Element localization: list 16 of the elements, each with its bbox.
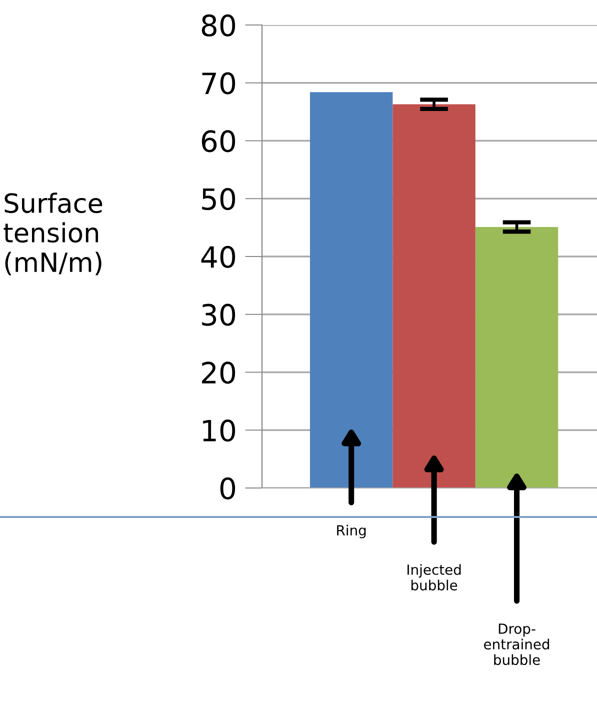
bar	[310, 92, 393, 488]
y-tick-label: 50	[202, 188, 236, 210]
bar	[392, 104, 476, 488]
y-tick-label: 30	[202, 304, 236, 326]
text: Injected bubble	[408, 564, 461, 590]
y-tick-label: 10	[203, 420, 236, 442]
y-tick-label: 70	[202, 72, 236, 94]
y-tick-label: 0	[220, 477, 236, 500]
y-axis-title: Surface tension (mN/m)	[4, 192, 102, 276]
text: Ring	[337, 524, 366, 538]
y-tick-label: 20	[202, 362, 236, 384]
y-tick-label: 60	[202, 130, 236, 152]
bar	[475, 226, 558, 488]
y-tick-label: 80	[202, 14, 236, 36]
y-tick-label: 40	[201, 246, 236, 268]
text: Drop-entrained bubble	[484, 624, 550, 666]
